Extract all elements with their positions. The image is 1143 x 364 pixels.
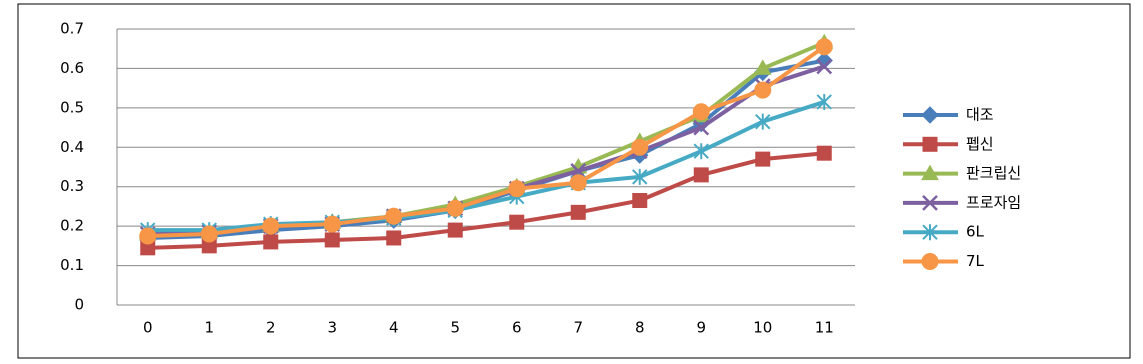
marker <box>570 204 586 220</box>
y-tick-label: 0.4 <box>60 138 84 156</box>
marker <box>922 195 938 211</box>
marker <box>324 232 340 248</box>
series-line <box>147 100 825 233</box>
marker <box>139 227 157 245</box>
x-tick-label: 3 <box>327 319 337 337</box>
marker <box>816 93 832 110</box>
legend-label: 7L <box>966 252 985 270</box>
marker <box>922 224 938 241</box>
marker <box>693 143 709 160</box>
marker <box>323 215 341 233</box>
marker <box>200 225 218 243</box>
y-tick-label: 0 <box>74 296 84 314</box>
marker <box>263 234 279 250</box>
marker <box>569 174 587 192</box>
marker <box>447 222 463 238</box>
marker <box>693 119 710 136</box>
x-tick-label: 5 <box>450 319 460 337</box>
marker <box>816 58 833 75</box>
marker <box>921 253 939 270</box>
marker <box>632 193 648 209</box>
y-tick-label: 0.3 <box>60 177 84 195</box>
series-line <box>147 151 825 250</box>
marker <box>755 113 771 130</box>
x-tick-label: 6 <box>512 319 522 337</box>
marker <box>386 230 402 246</box>
legend-label: 대조 <box>966 106 994 124</box>
x-tick-label: 7 <box>573 319 583 337</box>
y-tick-label: 0.7 <box>60 20 84 38</box>
x-tick-label: 11 <box>815 319 834 337</box>
marker <box>921 106 939 124</box>
marker <box>754 81 772 99</box>
marker <box>921 164 939 181</box>
legend-label: 펩신 <box>966 135 994 153</box>
marker <box>815 38 833 56</box>
marker <box>816 145 832 161</box>
marker <box>508 180 526 198</box>
x-tick-label: 2 <box>266 319 276 337</box>
legend-label: 프로자임 <box>966 193 1021 211</box>
x-tick-label: 9 <box>696 319 706 337</box>
marker <box>446 199 464 217</box>
x-tick-label: 4 <box>389 319 399 337</box>
x-tick-label: 8 <box>635 319 645 337</box>
marker <box>509 214 525 230</box>
series-line <box>147 45 826 238</box>
legend-label: 6L <box>966 223 985 241</box>
marker <box>631 138 649 156</box>
marker <box>922 136 938 152</box>
marker <box>693 167 709 183</box>
marker <box>570 163 587 179</box>
marker <box>753 59 772 75</box>
legend-label: 판크립신 <box>966 164 1021 182</box>
marker <box>262 217 280 235</box>
marker <box>385 207 403 225</box>
y-tick-label: 0.6 <box>60 59 84 77</box>
marker <box>692 103 710 121</box>
x-tick-label: 1 <box>204 319 214 337</box>
x-tick-label: 0 <box>143 319 153 337</box>
marker <box>755 151 771 167</box>
x-tick-label: 10 <box>753 319 772 337</box>
marker <box>632 168 648 185</box>
y-tick-label: 0.2 <box>60 217 84 235</box>
y-tick-label: 0.1 <box>60 256 84 274</box>
y-tick-label: 0.5 <box>60 98 84 116</box>
